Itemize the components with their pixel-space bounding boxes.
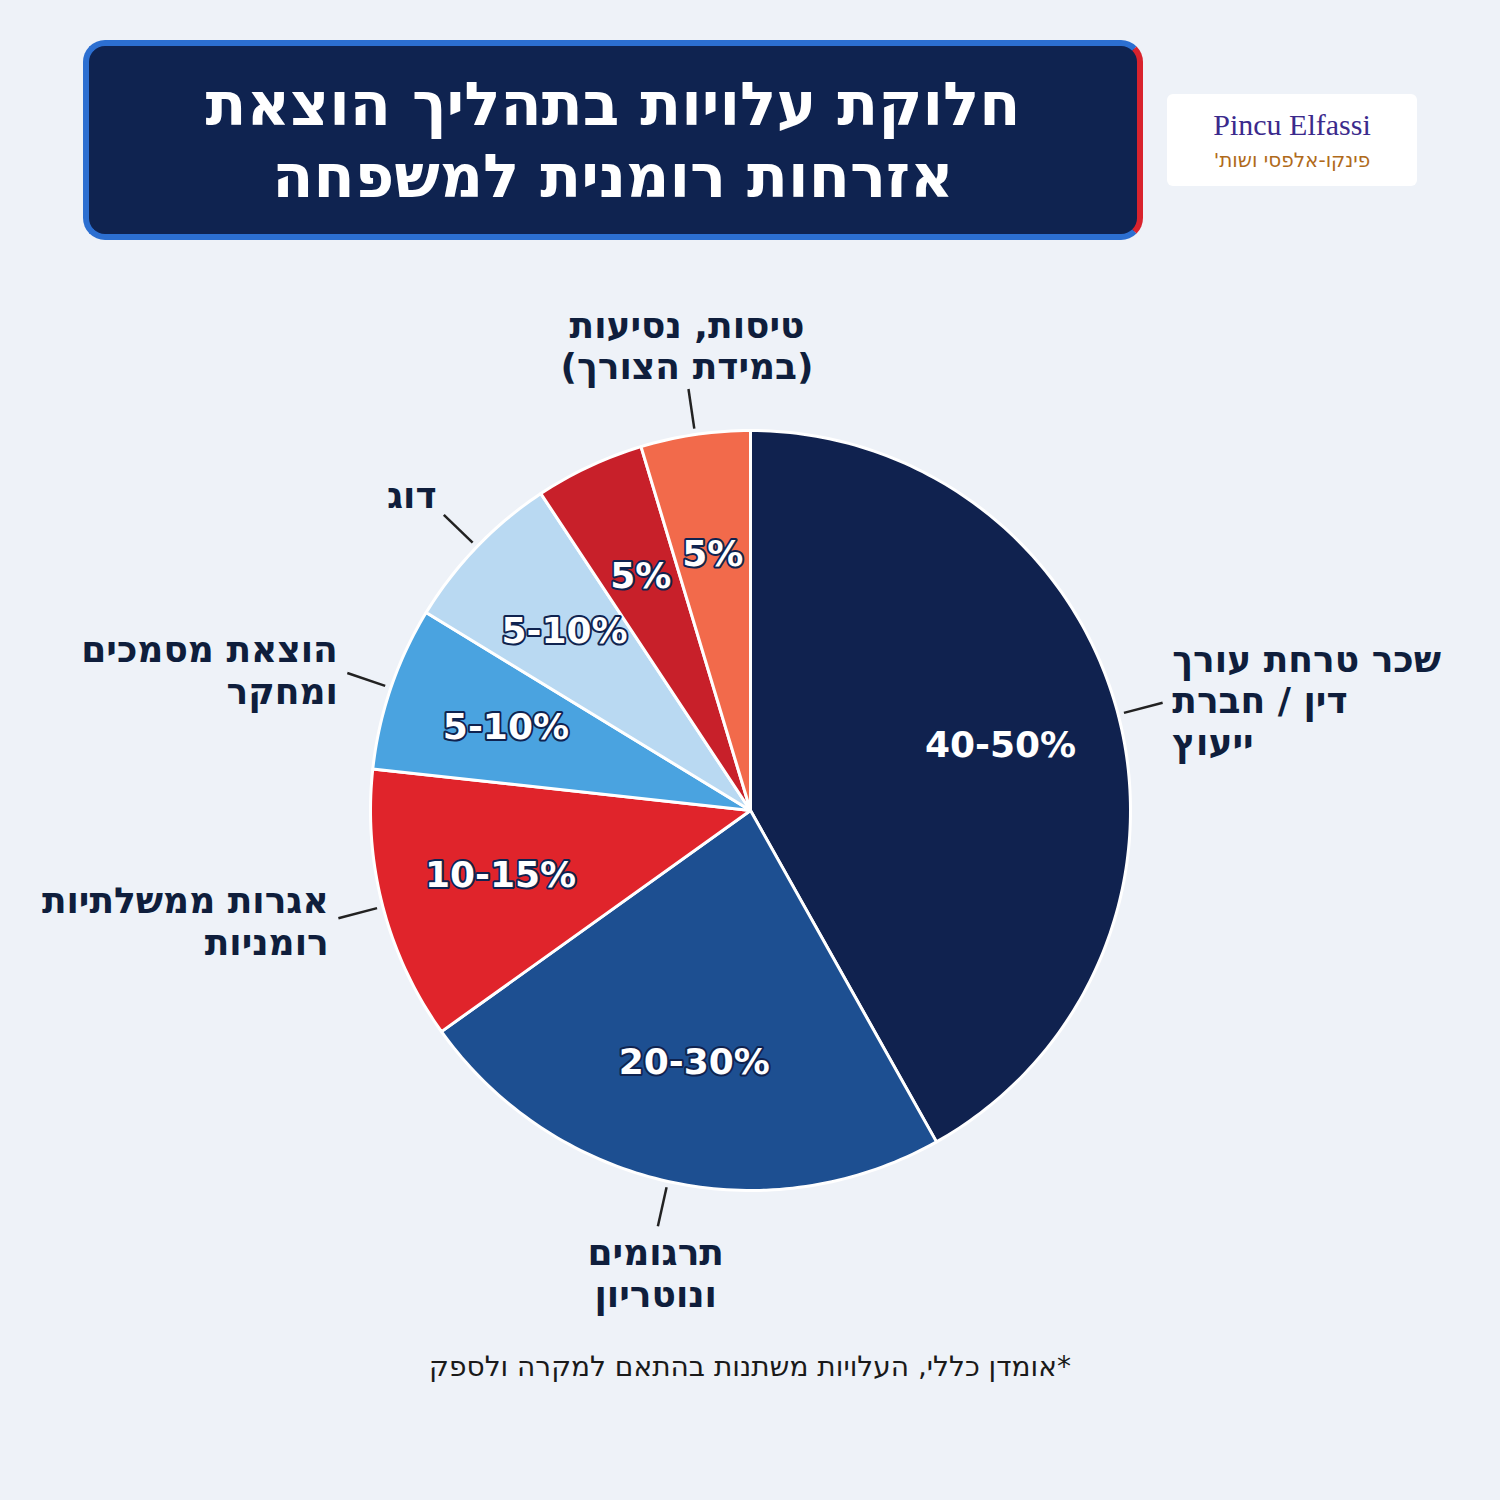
svg-text:טיסות, נסיעות(במידת הצורך): טיסות, נסיעות(במידת הצורך) [561,305,814,388]
svg-text:5%: 5% [682,533,743,574]
svg-text:5-10%: 5-10% [443,706,569,747]
html-text:Pincu Elfassi: Pincu Elfassi [1213,108,1371,141]
html-text:*אומדן כללי, העלויות משתנות בה: *אומדן כללי, העלויות משתנות בהתאם למקרה … [429,1350,1071,1383]
svg-text:40-50%: 40-50% [925,724,1076,765]
svg-text:תרגומיםונוטריון: תרגומיםונוטריון [587,1232,723,1315]
html-text:חלוקת עלויות בתהליך הוצאת אזרח: חלוקת עלויות בתהליך הוצאת אזרחות רומנית … [205,69,1021,211]
svg-text:הוצאת מסמכיםומחקר: הוצאת מסמכיםומחקר [81,629,338,712]
svg-text:שכר טרחת עורךדין / חברתייעוץ: שכר טרחת עורךדין / חברתייעוץ [1172,639,1441,764]
svg-text:אגרות ממשלתיותרומניות: אגרות ממשלתיותרומניות [42,880,329,962]
svg-text:דוג: דוג [387,475,437,516]
svg-text:5-10%: 5-10% [501,610,627,651]
svg-text:5%: 5% [610,555,671,596]
svg-text:20-30%: 20-30% [619,1041,770,1082]
svg-text:10-15%: 10-15% [425,854,576,895]
html-text:פינקו-אלפסי ושות': פינקו-אלפסי ושות' [1213,148,1371,172]
